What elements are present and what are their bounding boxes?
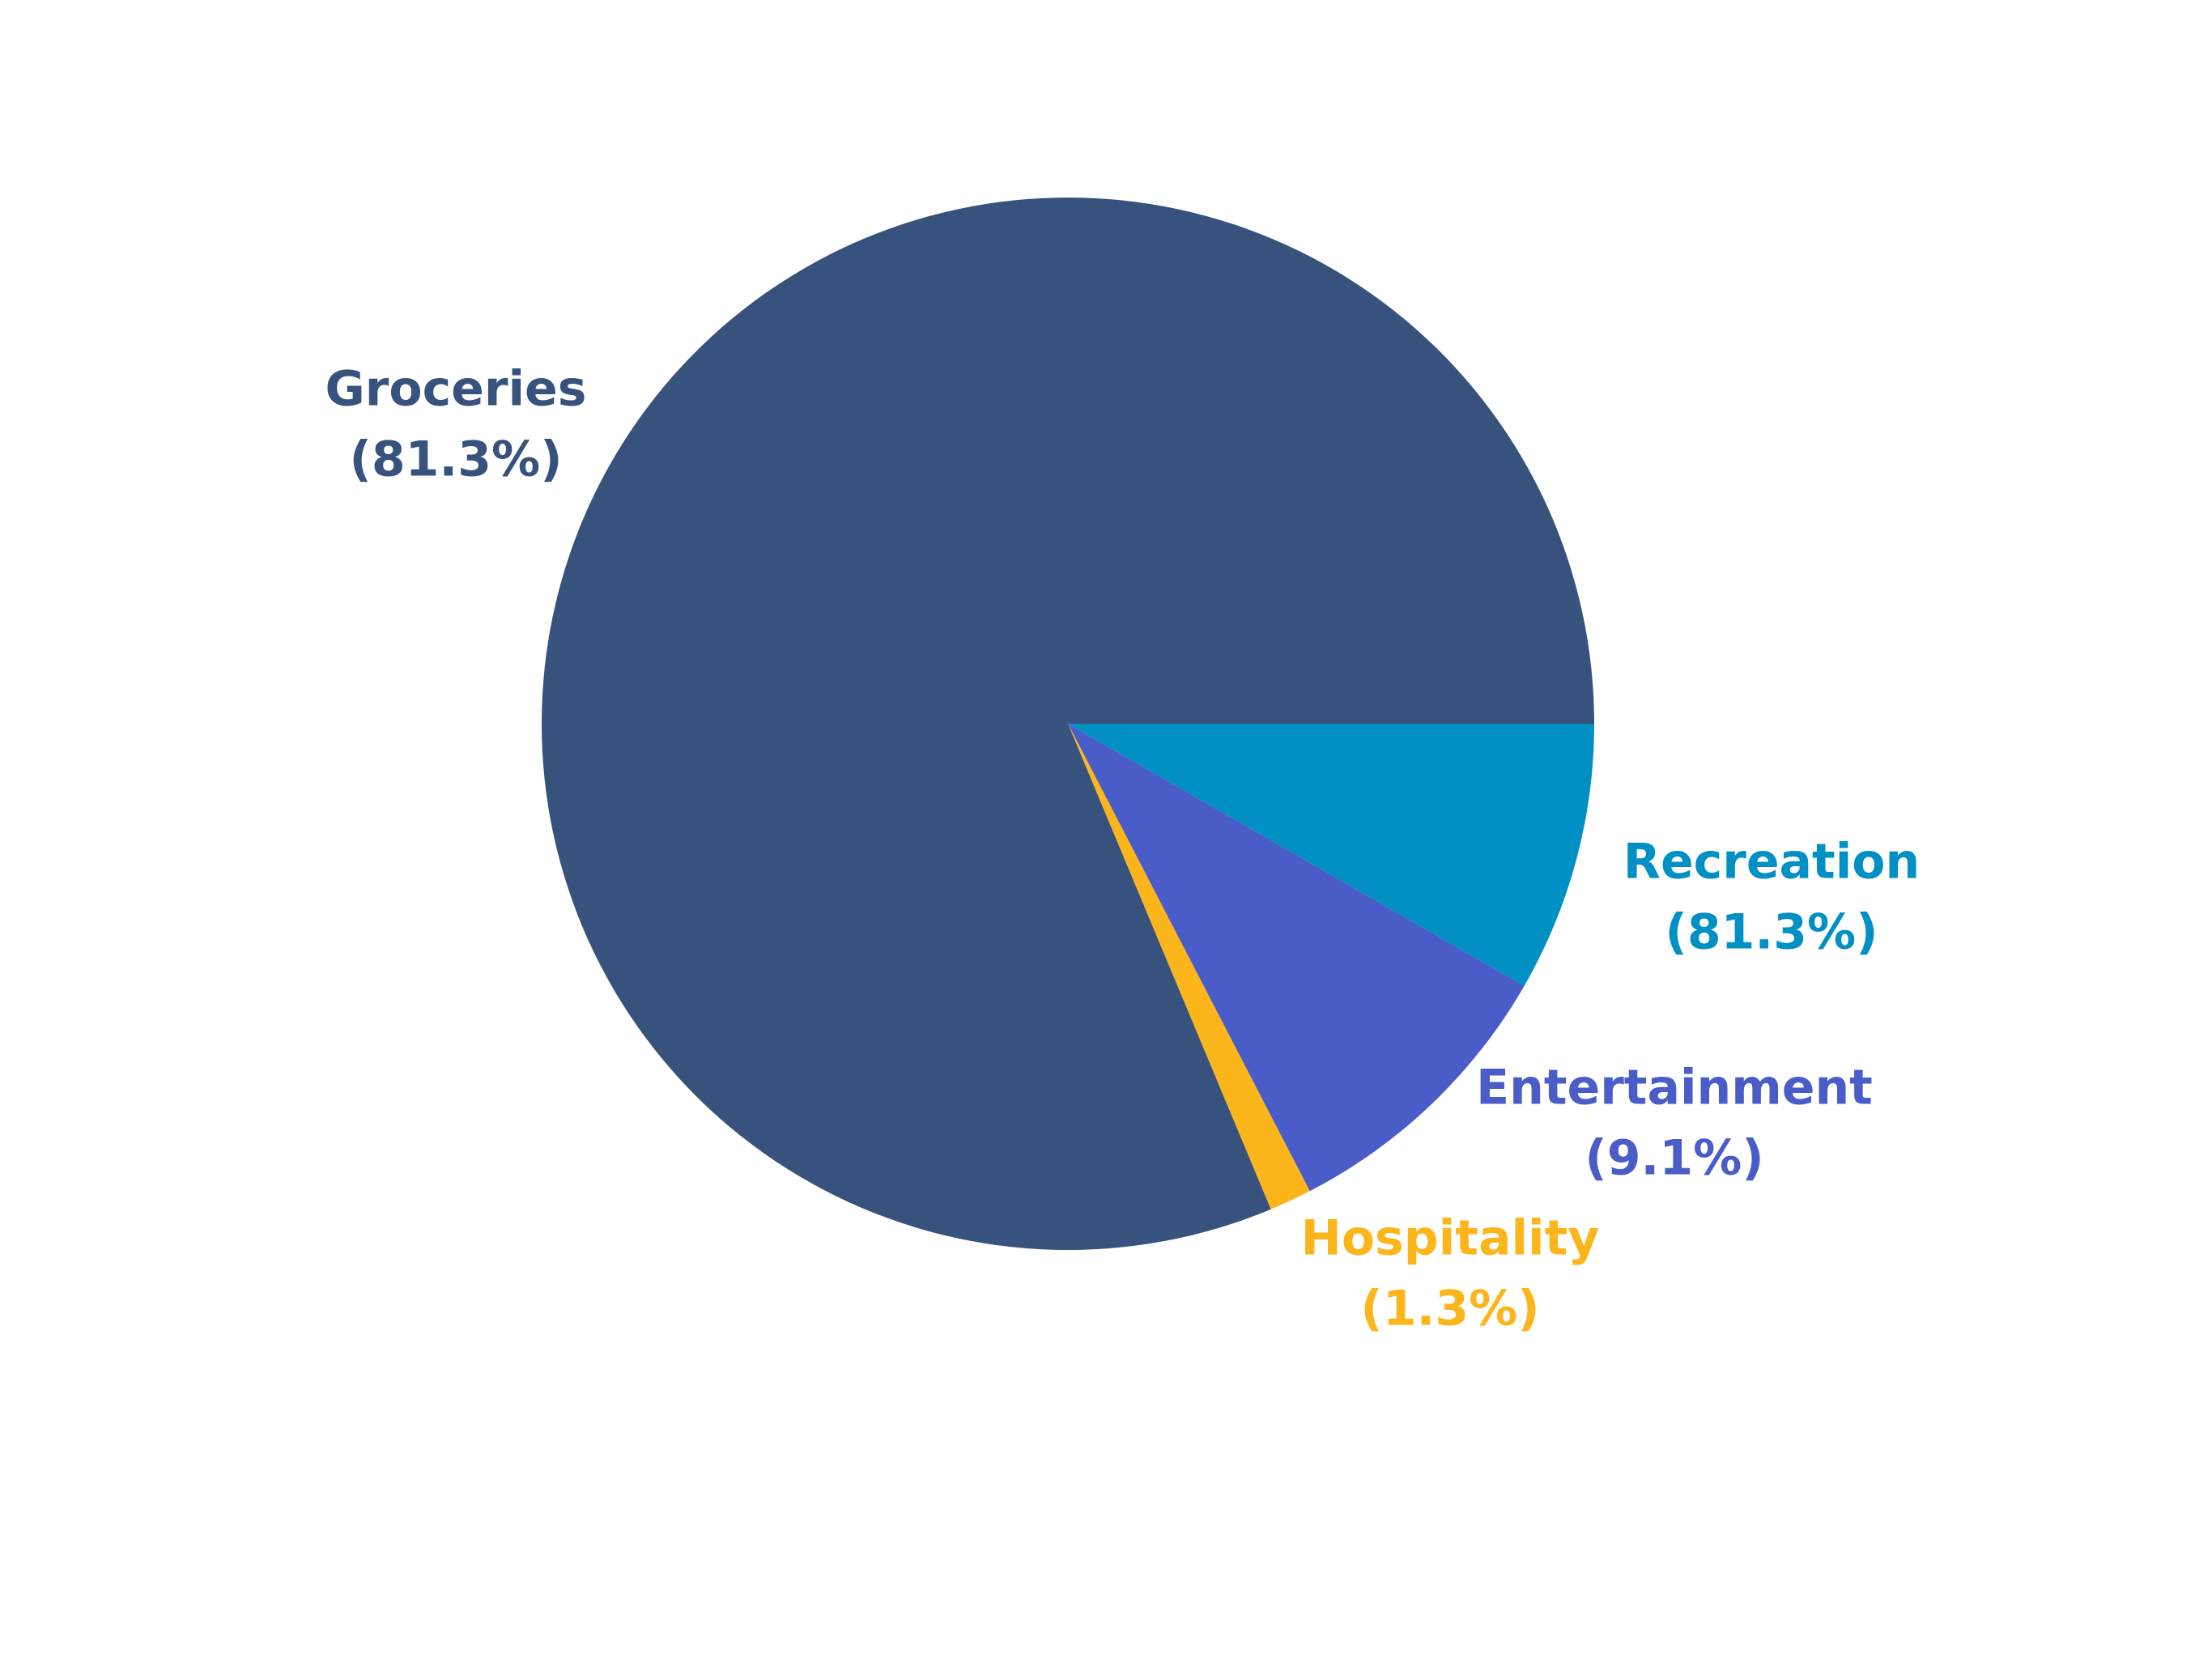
slice-value-label: (81.3%) [350, 432, 563, 488]
pie-slice [1068, 724, 1525, 1192]
slice-value-label: (81.3%) [1665, 904, 1878, 961]
slice-label: Recreation [1623, 834, 1920, 891]
slice-value-label: (9.1%) [1585, 1130, 1763, 1187]
slice-value-label: (1.3%) [1360, 1281, 1539, 1337]
pie-slice [1068, 724, 1594, 986]
pie-slice [542, 197, 1594, 1250]
slice-label: Hospitality [1301, 1210, 1600, 1267]
slice-label: Groceries [325, 361, 587, 418]
slice-label: Entertainment [1476, 1060, 1873, 1116]
pie-slice [1068, 724, 1310, 1209]
